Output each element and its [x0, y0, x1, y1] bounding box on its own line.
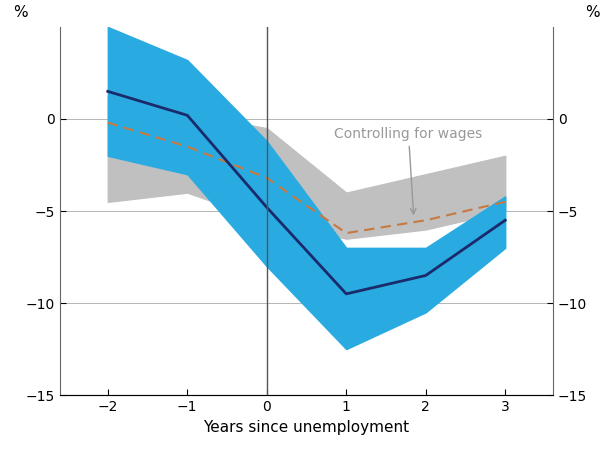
Text: %: %	[585, 4, 600, 20]
Text: Controlling for wages: Controlling for wages	[334, 127, 483, 214]
X-axis label: Years since unemployment: Years since unemployment	[204, 419, 409, 435]
Text: %: %	[13, 4, 28, 20]
